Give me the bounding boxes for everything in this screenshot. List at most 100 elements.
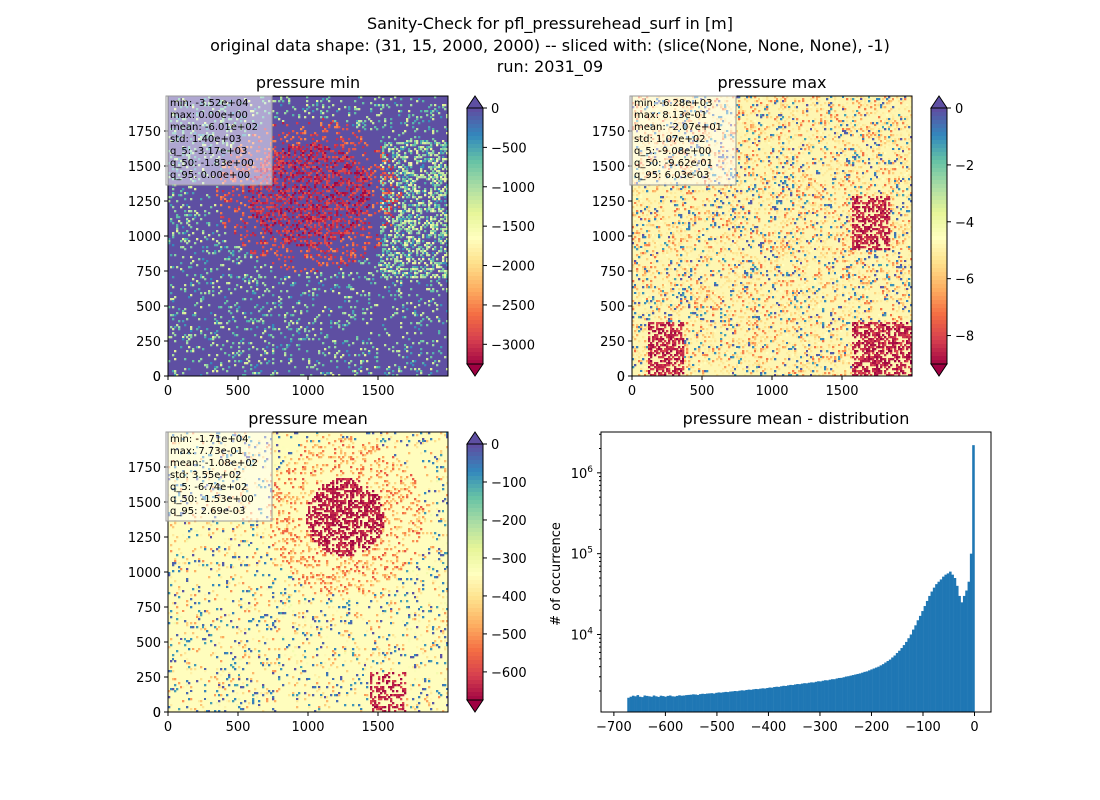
heatmap-cell <box>216 188 219 191</box>
heatmap-cell <box>224 222 227 225</box>
heatmap-cell <box>304 138 307 141</box>
heatmap-cell <box>218 336 221 339</box>
heatmap-cell <box>396 308 399 311</box>
heatmap-cell <box>186 222 189 225</box>
heatmap-cell <box>376 352 379 355</box>
heatmap-cell <box>216 268 219 271</box>
heatmap-cell <box>182 246 185 249</box>
heatmap-cell <box>394 172 397 175</box>
heatmap-cell <box>860 98 863 101</box>
heatmap-cell <box>314 170 317 173</box>
heatmap-cell <box>444 180 447 183</box>
heatmap-cell <box>430 372 433 375</box>
heatmap-cell <box>396 290 399 293</box>
heatmap-cell <box>326 116 329 119</box>
heatmap-cell <box>354 148 357 151</box>
heatmap-cell <box>444 250 447 253</box>
heatmap-cell <box>418 176 421 179</box>
heatmap-cell <box>780 100 783 103</box>
heatmap-cell <box>372 204 375 207</box>
heatmap-cell <box>386 212 389 215</box>
heatmap-cell <box>322 220 325 223</box>
heatmap-cell <box>386 258 389 261</box>
heatmap-cell <box>404 274 407 277</box>
heatmap-cell <box>270 228 273 231</box>
heatmap-cell <box>294 162 297 165</box>
heatmap-cell <box>422 318 425 321</box>
heatmap-cell <box>374 212 377 215</box>
heatmap-cell <box>770 116 773 119</box>
heatmap-cell <box>302 338 305 341</box>
heatmap-cell <box>402 306 405 309</box>
heatmap-cell <box>282 168 285 171</box>
heatmap-cell <box>330 288 333 291</box>
heatmap-cell <box>306 148 309 151</box>
heatmap-cell <box>416 242 419 245</box>
heatmap-cell <box>402 212 405 215</box>
heatmap-cell <box>182 320 185 323</box>
heatmap-cell <box>422 150 425 153</box>
heatmap-cell <box>334 284 337 287</box>
heatmap-cell <box>278 230 281 233</box>
heatmap-cell <box>334 256 337 259</box>
colorbar-segment <box>467 152 483 157</box>
heatmap-cell <box>336 248 339 251</box>
heatmap-cell <box>320 200 323 203</box>
heatmap-cell <box>296 174 299 177</box>
heatmap-cell <box>888 118 891 121</box>
heatmap-cell <box>444 142 447 145</box>
heatmap-cell <box>346 350 349 353</box>
heatmap-cell <box>188 206 191 209</box>
heatmap-cell <box>214 244 217 247</box>
heatmap-cell <box>404 190 407 193</box>
heatmap-cell <box>296 146 299 149</box>
heatmap-cell <box>306 216 309 219</box>
heatmap-cell <box>306 208 309 211</box>
heatmap-cell <box>900 116 903 119</box>
heatmap-cell <box>264 214 267 217</box>
heatmap-cell <box>752 124 755 127</box>
heatmap-cell <box>744 110 747 113</box>
heatmap-cell <box>420 370 423 373</box>
heatmap-cell <box>408 216 411 219</box>
heatmap-cell <box>178 326 181 329</box>
heatmap-cell <box>368 198 371 201</box>
heatmap-cell <box>326 148 329 151</box>
heatmap-cell <box>374 126 377 129</box>
heatmap-cell <box>794 116 797 119</box>
heatmap-cell <box>300 164 303 167</box>
heatmap-cell <box>384 286 387 289</box>
heatmap-cell <box>378 262 381 265</box>
heatmap-cell <box>414 274 417 277</box>
heatmap-cell <box>384 216 387 219</box>
heatmap-cell <box>396 258 399 261</box>
heatmap-cell <box>338 230 341 233</box>
heatmap-cell <box>290 328 293 331</box>
heatmap-cell <box>282 154 285 157</box>
heatmap-cell <box>354 250 357 253</box>
heatmap-cell <box>370 318 373 321</box>
heatmap-cell <box>312 170 315 173</box>
heatmap-cell <box>408 210 411 213</box>
heatmap-cell <box>432 252 435 255</box>
heatmap-cell <box>362 192 365 195</box>
heatmap-cell <box>886 114 889 117</box>
heatmap-cell <box>422 166 425 169</box>
heatmap-cell <box>398 270 401 273</box>
heatmap-cell <box>786 104 789 107</box>
heatmap-cell <box>204 262 207 265</box>
heatmap-cell <box>172 370 175 373</box>
heatmap-cell <box>344 232 347 235</box>
heatmap-cell <box>322 216 325 219</box>
heatmap-cell <box>182 336 185 339</box>
heatmap-cell <box>442 270 445 273</box>
heatmap-cell <box>390 174 393 177</box>
heatmap-cell <box>232 250 235 253</box>
heatmap-cell <box>238 250 241 253</box>
heatmap-cell <box>870 114 873 117</box>
heatmap-cell <box>830 98 833 101</box>
heatmap-cell <box>172 328 175 331</box>
heatmap-cell <box>382 260 385 263</box>
heatmap-cell <box>800 122 803 125</box>
heatmap-cell <box>172 236 175 239</box>
